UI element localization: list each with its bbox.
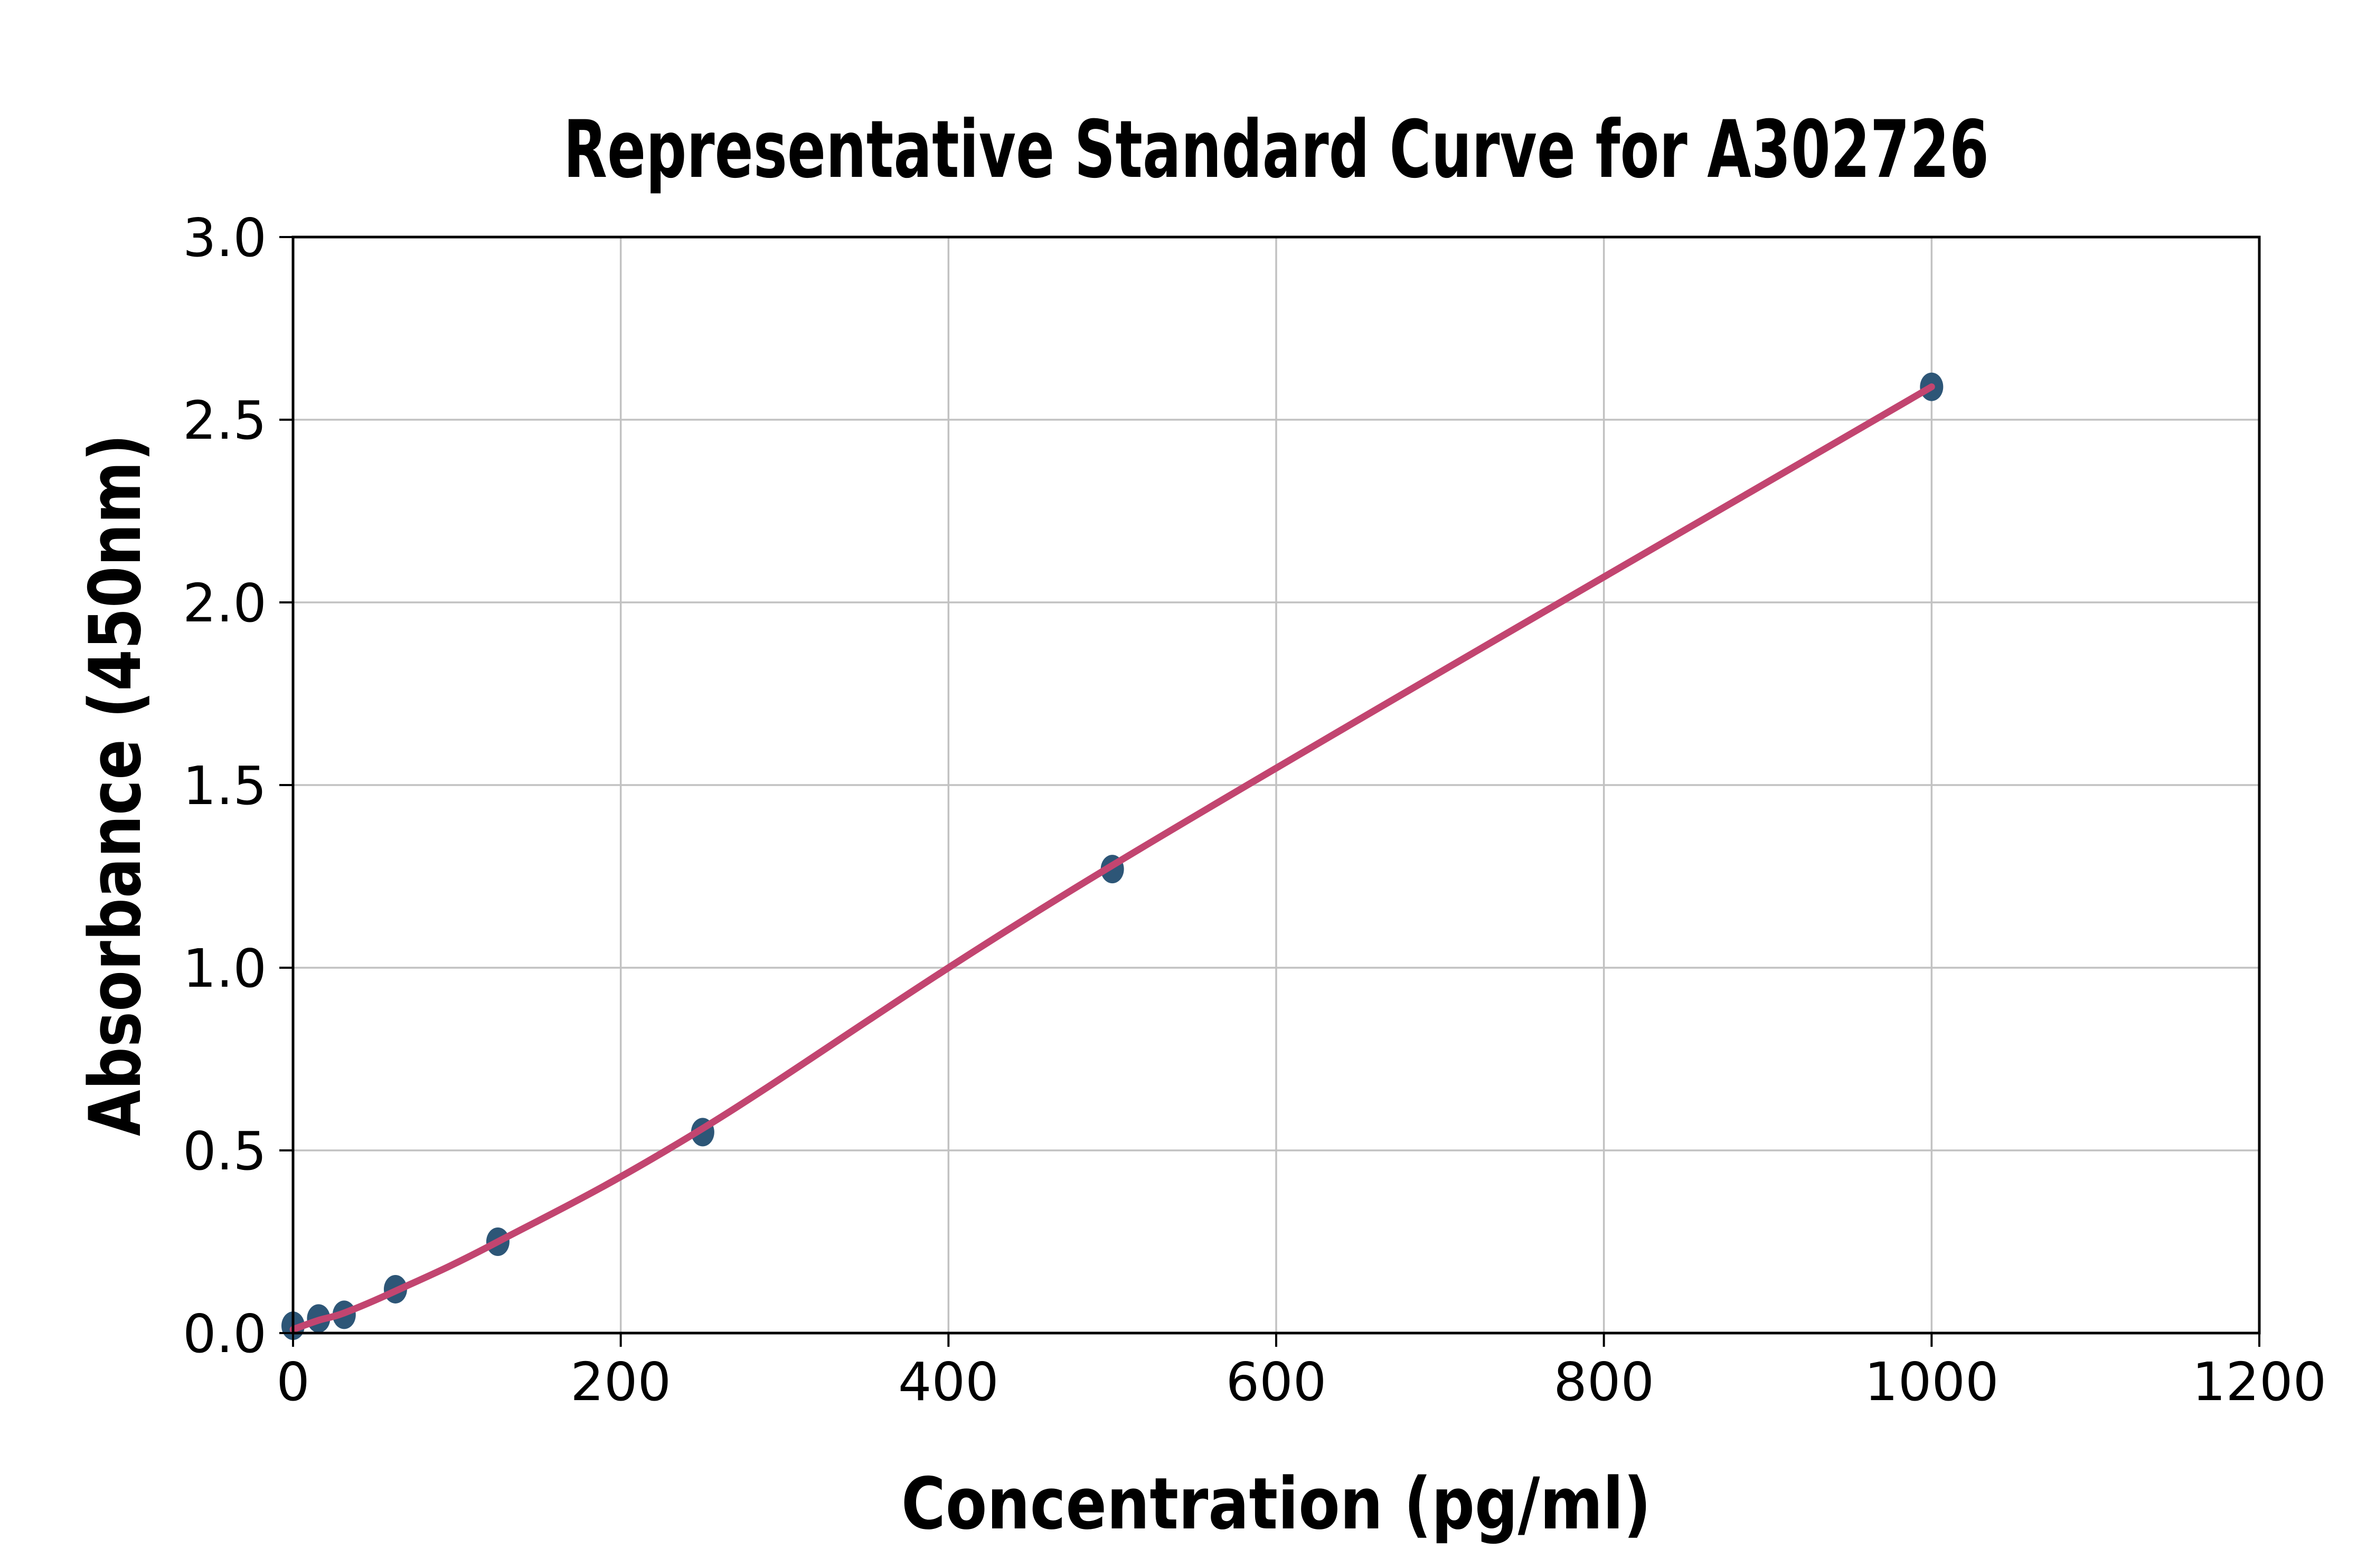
x-axis-label: Concentration (pg/ml) xyxy=(901,1462,1651,1545)
y-tick-label: 3.0 xyxy=(183,207,267,269)
x-tick-label: 200 xyxy=(570,1351,671,1413)
fit-curve xyxy=(289,383,1935,1333)
y-tick-label: 1.0 xyxy=(183,938,267,999)
x-tick-label: 800 xyxy=(1553,1351,1654,1413)
data-points-layer xyxy=(281,372,1944,1340)
tick-marks-layer xyxy=(279,236,2260,1347)
y-tick-label: 0.5 xyxy=(183,1120,267,1182)
x-tick-label: 400 xyxy=(898,1351,999,1413)
y-axis-label: Absorbance (450nm) xyxy=(74,434,157,1136)
y-tick-label: 2.0 xyxy=(183,572,267,634)
y-tick-label: 1.5 xyxy=(183,755,267,817)
y-tick-label: 0.0 xyxy=(183,1303,267,1365)
grid-layer xyxy=(293,237,2259,1333)
tick-labels-layer: 0 200 400 600 800 1000 1200 0.0 0.5 1.0 1.5 2.0 2.5 3… xyxy=(183,207,2326,1413)
x-tick-label: 600 xyxy=(1226,1351,1327,1413)
y-tick-label: 2.5 xyxy=(183,390,267,451)
x-tick-label: 1200 xyxy=(2192,1351,2327,1413)
x-tick-label: 1000 xyxy=(1864,1351,1999,1413)
chart-title: Representative Standard Curve for A30272… xyxy=(563,104,1989,196)
fit-curve-layer xyxy=(289,383,1935,1333)
x-tick-label: 0 xyxy=(276,1351,310,1413)
